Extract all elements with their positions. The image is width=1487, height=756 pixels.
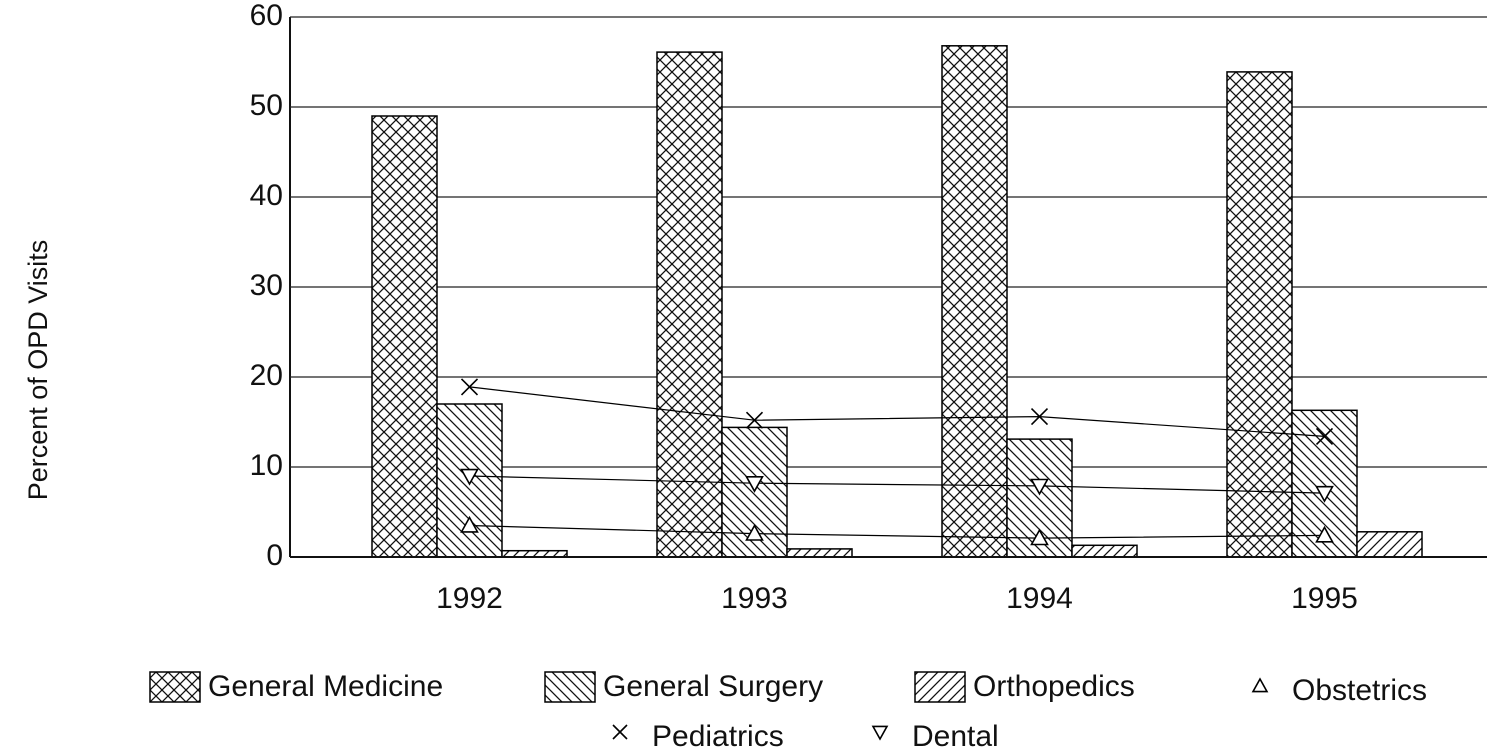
marker (612, 724, 628, 740)
legend-label: Dental (912, 720, 999, 753)
bar (1071, 544, 1138, 558)
marker (460, 515, 479, 533)
marker (745, 476, 764, 493)
y-tick-label: 10 (250, 449, 283, 482)
legend-label: Obstetrics (1292, 674, 1427, 707)
x-tick-label: 1993 (721, 582, 788, 615)
legend-swatch (914, 671, 966, 703)
legend-swatch (149, 671, 201, 703)
marker (1315, 485, 1334, 503)
y-tick-label: 0 (266, 539, 283, 572)
line (469, 386, 1325, 437)
y-tick-label: 50 (250, 89, 283, 122)
marker (1030, 478, 1049, 496)
marker (460, 378, 479, 396)
marker (1251, 677, 1269, 693)
x-tick-label: 1992 (436, 582, 503, 615)
marker (1315, 525, 1334, 543)
marker (1030, 528, 1049, 546)
marker (745, 411, 764, 429)
x-tick-label: 1994 (1006, 582, 1073, 615)
line (469, 524, 1325, 539)
marker (460, 468, 479, 486)
bar (941, 45, 1008, 558)
y-tick-label: 40 (250, 179, 283, 212)
x-tick-label: 1995 (1291, 582, 1358, 615)
legend-label: Pediatrics (652, 720, 784, 753)
y-axis-label: Percent of OPD Visits (23, 240, 53, 501)
bar (1356, 531, 1423, 558)
legend-swatch (544, 671, 596, 703)
legend-label: General Medicine (208, 670, 443, 703)
marker (745, 523, 764, 541)
bar (371, 115, 438, 558)
marker (1030, 408, 1049, 426)
legend-label: General Surgery (603, 670, 823, 703)
y-tick-label: 60 (250, 0, 283, 32)
legend-label: Orthopedics (973, 670, 1135, 703)
bar (786, 548, 853, 558)
bar (1226, 71, 1293, 558)
bar (656, 51, 723, 558)
marker (871, 725, 889, 741)
line (469, 475, 1325, 494)
marker (1315, 427, 1334, 445)
y-tick-label: 20 (250, 359, 283, 392)
y-tick-label: 30 (250, 269, 283, 302)
